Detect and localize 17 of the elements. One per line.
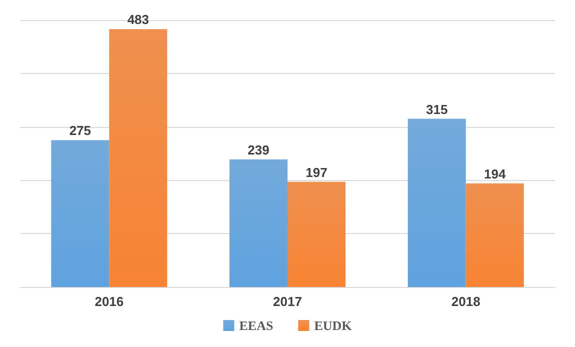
data-label: 275 <box>69 123 92 138</box>
x-tick-label: 2018 <box>451 294 480 309</box>
data-label: 315 <box>426 102 448 117</box>
bar <box>288 182 346 287</box>
data-label: 483 <box>127 12 150 28</box>
x-tick-label: 2016 <box>94 294 124 309</box>
bar <box>466 183 524 287</box>
bar <box>408 118 466 287</box>
data-label: 239 <box>248 142 270 158</box>
legend-label: EUDK <box>314 318 353 333</box>
data-label: 194 <box>484 166 506 182</box>
legend-label: EEAS <box>239 318 274 333</box>
data-label: 197 <box>306 164 328 180</box>
bar <box>51 140 110 287</box>
x-tick-label: 2017 <box>273 294 302 309</box>
bar <box>230 159 288 287</box>
bar <box>109 29 168 287</box>
